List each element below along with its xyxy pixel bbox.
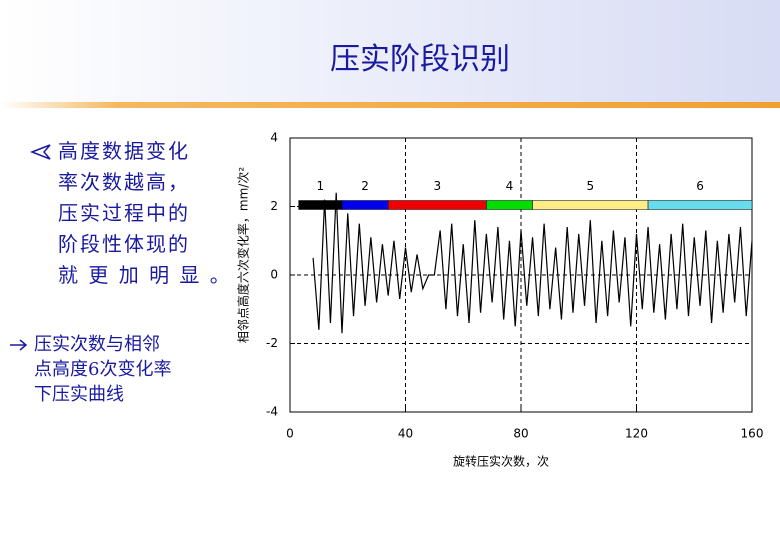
- bullet-line: 点高度6次变化率: [34, 359, 172, 380]
- stage-label: 3: [433, 179, 441, 193]
- x-tick-label: 80: [513, 427, 528, 441]
- stage-label: 4: [506, 179, 514, 193]
- x-tick-label: 160: [741, 427, 764, 441]
- bullet-icon: [30, 144, 51, 160]
- bullet-line: 就 更 加 明 显 。: [58, 263, 232, 287]
- bullet-2: 压实次数与相邻 点高度6次变化率 下压实曲线: [34, 332, 171, 407]
- bullet-icon: [10, 339, 28, 351]
- bullet-line: 压实过程中的: [58, 201, 190, 225]
- y-tick-label: 4: [270, 131, 278, 145]
- stage-label: 2: [361, 179, 369, 193]
- stage-segment: [387, 200, 487, 210]
- header-rule: [0, 102, 780, 108]
- bullet-1: 高度数据变化 率次数越高， 压实过程中的 阶段性体现的就 更 加 明 显 。: [58, 136, 232, 291]
- slide-title: 压实阶段识别: [330, 42, 510, 77]
- y-tick-label: -2: [266, 336, 278, 350]
- header-band: [0, 0, 780, 102]
- stage-segment: [486, 200, 533, 210]
- stage-segment: [341, 200, 389, 210]
- x-tick-label: 120: [625, 427, 648, 441]
- y-tick-label: 2: [270, 199, 278, 213]
- stage-label: 6: [696, 179, 704, 193]
- x-axis-label: 旋转压实次数，次: [453, 454, 549, 469]
- x-tick-label: 40: [398, 427, 413, 441]
- stage-segment: [647, 200, 753, 210]
- bullet-line: 率次数越高，: [58, 170, 190, 194]
- bullet-line: 高度数据变化: [58, 139, 190, 163]
- stage-label: 5: [586, 179, 594, 193]
- data-line: [312, 192, 753, 334]
- stage-label: 1: [316, 179, 324, 193]
- stage-segment: [532, 200, 649, 210]
- y-tick-label: -4: [266, 405, 278, 419]
- chart-background: [228, 120, 773, 490]
- y-tick-label: 0: [270, 268, 278, 282]
- bullet-line: 下压实曲线: [34, 384, 124, 405]
- y-axis-label: 相邻点高度六次变化率，mm/次²: [236, 167, 251, 343]
- bullet-line: 压实次数与相邻: [34, 334, 160, 355]
- bullet-line: 阶段性体现的: [58, 232, 190, 256]
- x-tick-label: 0: [286, 427, 294, 441]
